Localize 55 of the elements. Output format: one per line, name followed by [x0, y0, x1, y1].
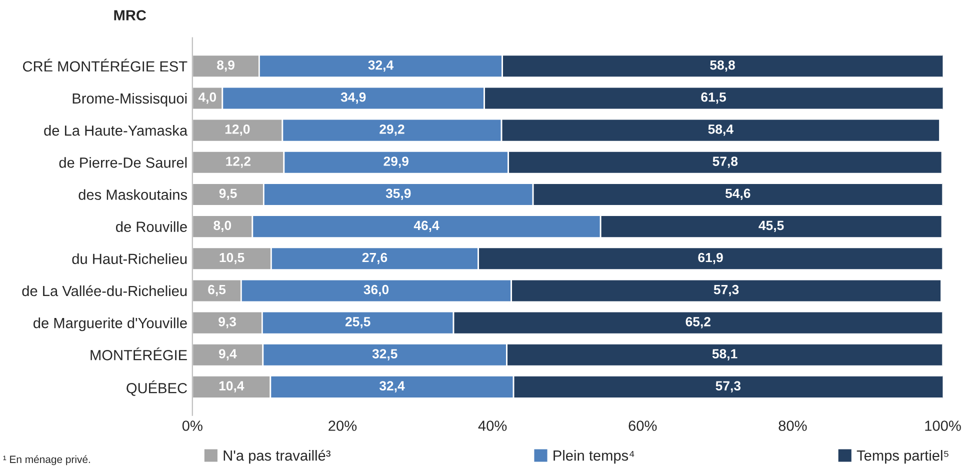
data-label: 12,2: [226, 156, 250, 168]
data-label: 36,0: [364, 284, 389, 296]
y-tick-label: de Pierre-De Saurel: [59, 157, 187, 168]
data-label: 12,0: [225, 124, 250, 136]
data-label: 10,5: [220, 252, 244, 264]
y-tick-label: MONTÉRÉGIE: [90, 348, 187, 360]
x-tick-label: 40%: [478, 420, 507, 431]
y-tick-label: QUÉBEC: [126, 380, 187, 396]
data-label: 57,3: [714, 284, 739, 296]
data-label: 25,5: [345, 317, 370, 328]
data-label: 61,5: [701, 92, 726, 104]
data-label: 29,2: [380, 124, 404, 136]
data-label: 54,6: [725, 188, 750, 200]
data-label: 8,0: [214, 220, 232, 232]
x-tick-label: 60%: [628, 420, 657, 431]
y-tick-label: de Rouville: [116, 221, 187, 232]
y-tick-label: Brome-Missisquoi: [72, 92, 187, 107]
data-label: 58,1: [712, 349, 738, 360]
legend-label: Plein temps⁴: [554, 450, 634, 464]
data-label: 9,5: [219, 188, 237, 200]
legend-label: Temps partiel⁵: [856, 450, 948, 464]
data-label: 58,4: [708, 124, 734, 136]
y-tick-label: du Haut-Richelieu: [72, 253, 187, 264]
x-tick-label: 0%: [182, 420, 202, 431]
data-label: 9,4: [218, 349, 237, 360]
legend-label: N'a pas travaillé³: [224, 450, 330, 464]
data-label: 6,5: [208, 284, 226, 296]
y-tick-label: de La Haute-Yamaska: [44, 125, 188, 136]
data-label: 45,5: [758, 220, 784, 232]
data-label: 58,8: [710, 60, 735, 72]
data-label: 57,8: [712, 156, 738, 168]
y-axis-title: MRC: [114, 10, 146, 20]
data-label: 10,4: [219, 381, 244, 392]
x-tick-label: 80%: [778, 420, 807, 431]
data-label: 4,0: [198, 92, 216, 104]
y-tick-label: des Maskoutains: [78, 189, 188, 200]
data-label: 34,9: [340, 92, 366, 104]
data-label: 27,6: [362, 252, 388, 264]
data-label: 8,9: [217, 60, 234, 72]
y-tick-label: CRÉ MONTÉRÉGIE EST: [22, 58, 188, 72]
data-label: 29,9: [384, 156, 408, 168]
data-label: 9,3: [218, 317, 236, 328]
data-label: 65,2: [686, 317, 710, 328]
data-label: 46,4: [414, 220, 440, 232]
y-tick-label: de La Vallée-du-Richelieu: [22, 285, 187, 296]
data-label: 32,4: [379, 381, 405, 392]
data-label: 61,9: [698, 252, 723, 264]
data-label: 35,9: [386, 188, 411, 200]
x-tick-label: 20%: [328, 420, 357, 431]
data-label: 57,3: [716, 381, 741, 392]
text: ¹ En ménage privé.: [3, 455, 90, 466]
data-label: 32,5: [372, 349, 398, 360]
data-label: 32,4: [368, 60, 394, 72]
x-tick-label: 100%: [925, 420, 961, 431]
y-tick-label: de Marguerite d'Youville: [34, 318, 187, 332]
